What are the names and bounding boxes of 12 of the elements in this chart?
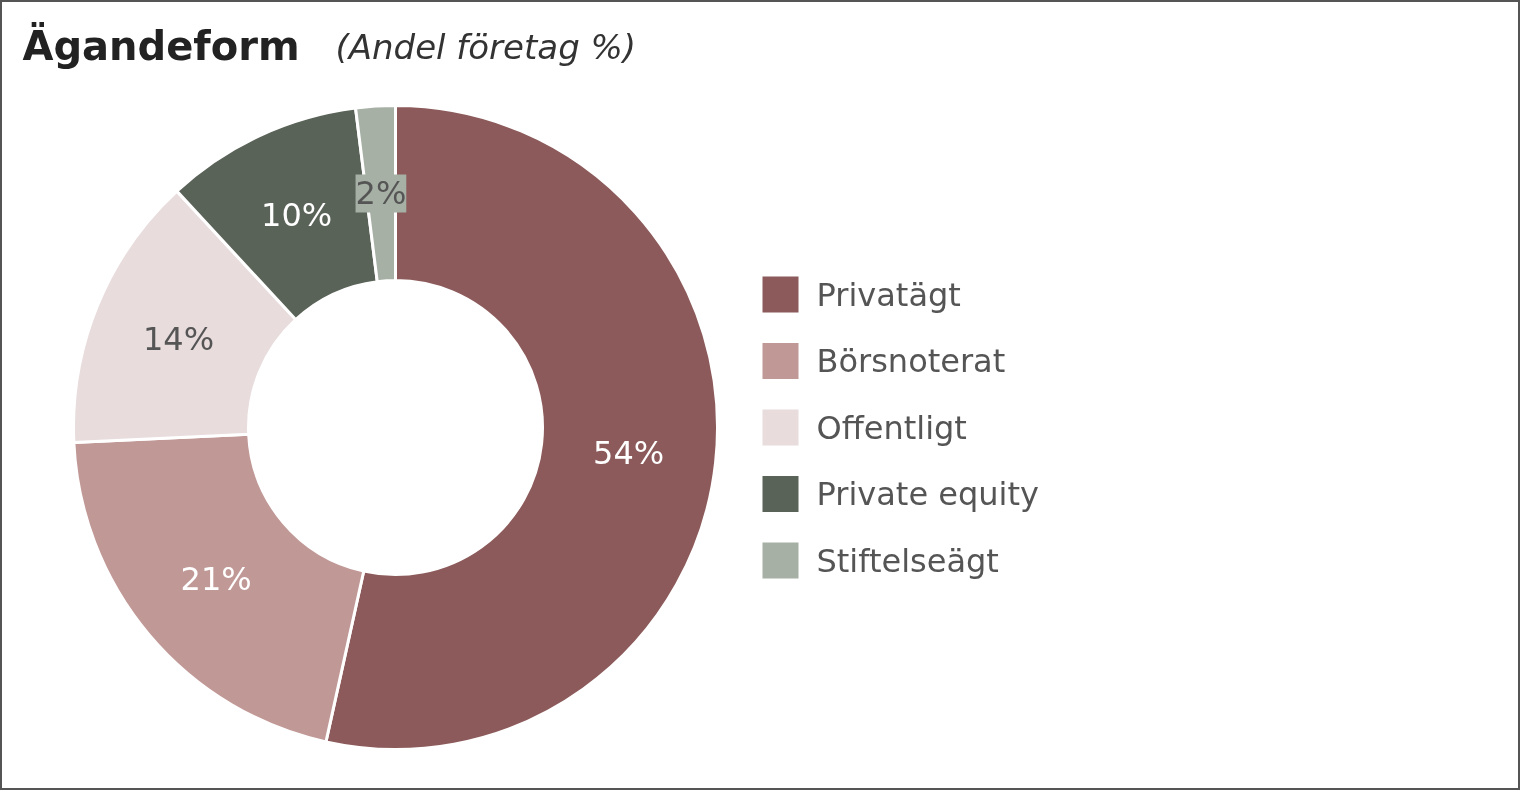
legend-label: Privatägt	[816, 275, 961, 314]
data-label: 2%	[355, 174, 407, 213]
data-label: 21%	[180, 559, 252, 598]
data-label: 54%	[593, 433, 665, 472]
data-label: 14%	[142, 319, 215, 358]
legend-label: Börsnoterat	[816, 342, 1006, 380]
legend-label: Stiftelseägt	[816, 541, 999, 580]
legend-label: Offentligt	[816, 408, 967, 447]
chart-subtitle: (Andel företag %)	[335, 26, 637, 67]
chart-title: Ägandeform	[22, 21, 300, 69]
data-label: 10%	[261, 195, 333, 234]
legend-label: Private equity	[816, 475, 1039, 513]
